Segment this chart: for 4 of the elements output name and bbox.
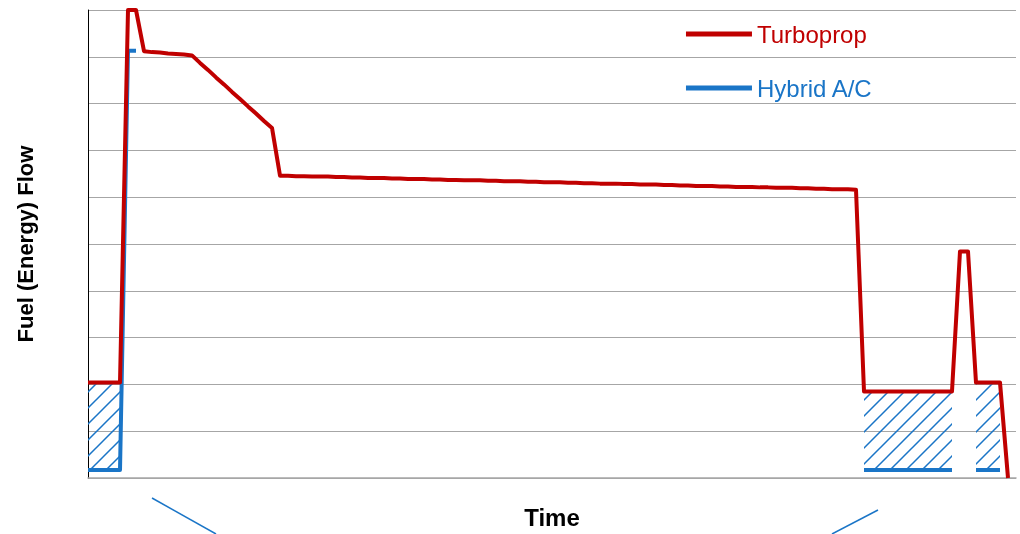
x-axis-title: Time — [524, 503, 580, 531]
legend-label: Turboprop — [756, 20, 867, 48]
y-axis-title: Fuel (Energy) Flow — [12, 144, 38, 343]
legend-label: Hybrid A/C — [756, 74, 872, 102]
